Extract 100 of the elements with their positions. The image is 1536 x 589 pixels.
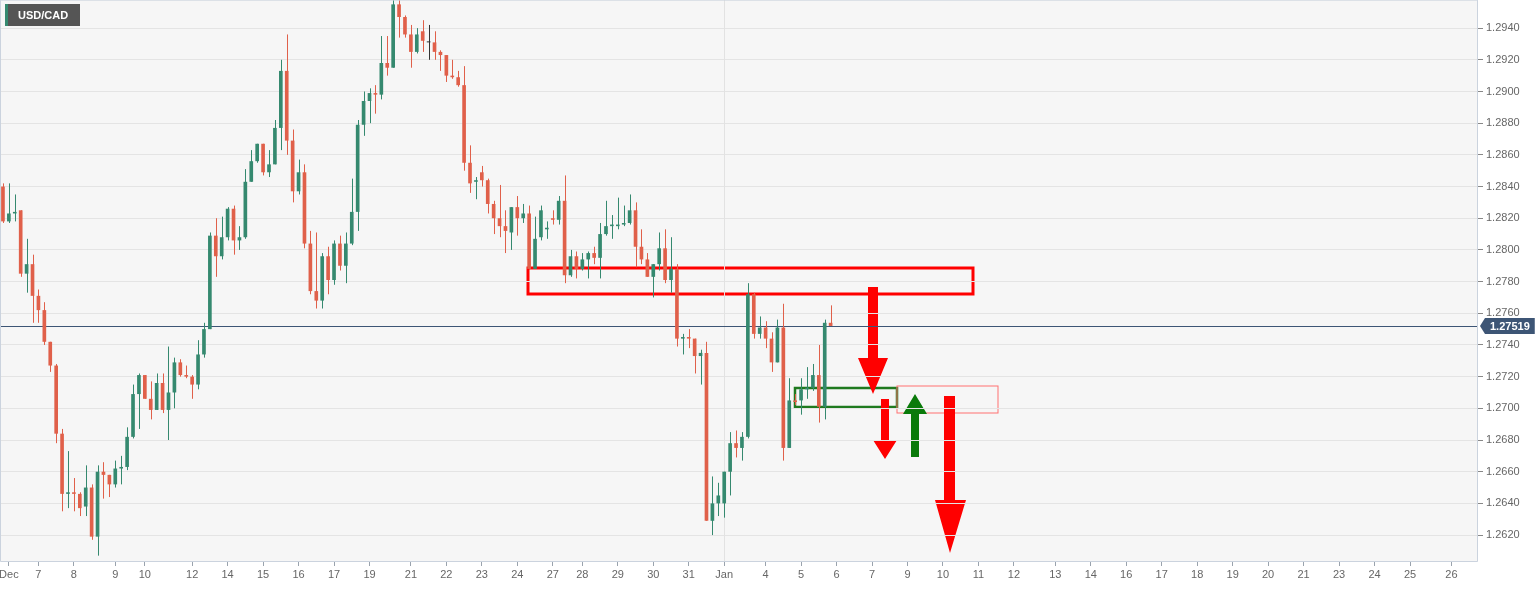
- candlestick: [586, 250, 591, 279]
- ref-line-label: 1.27519: [1490, 319, 1530, 332]
- y-tick-label: 1.2940: [1486, 21, 1520, 34]
- x-tick-label: 21: [1297, 567, 1310, 580]
- x-tick-label: 14: [221, 567, 234, 580]
- x-tick-label: 25: [1403, 567, 1417, 580]
- y-tick-label: 1.2740: [1486, 337, 1520, 350]
- y-tick-label: 1.2620: [1486, 528, 1520, 541]
- y-tick-label: 1.2820: [1486, 211, 1520, 224]
- candlestick: [385, 35, 390, 77]
- candlestick: [190, 374, 194, 400]
- candlestick: [48, 341, 53, 373]
- y-tick-label: 1.2920: [1486, 52, 1520, 65]
- candlestick: [77, 491, 82, 517]
- candlestick: [757, 315, 762, 340]
- x-tick-label: 7: [868, 567, 876, 580]
- candlestick: [468, 144, 472, 194]
- candlestick: [521, 203, 526, 224]
- candlestick: [550, 209, 555, 226]
- x-tick-label: 9: [904, 567, 911, 580]
- x-tick-label: 14: [1084, 567, 1097, 580]
- x-tick-label: 31: [682, 567, 695, 580]
- x-tick-label: 20: [1262, 567, 1275, 580]
- x-tick-label: Jan: [715, 567, 734, 580]
- candlestick: [669, 236, 673, 294]
- candlestick: [326, 246, 330, 295]
- x-tick-label: 8: [70, 567, 77, 580]
- y-tick-label: 1.2680: [1486, 433, 1520, 446]
- candlestick: [734, 430, 738, 458]
- candlestick: [681, 333, 685, 355]
- x-tick-label: 19: [363, 567, 376, 580]
- x-tick-label: 26: [1445, 567, 1458, 580]
- x-tick-label: 11: [972, 567, 985, 580]
- x-tick-label: 24: [511, 567, 524, 580]
- candlestick: [143, 374, 147, 400]
- x-tick-label: 9: [112, 567, 119, 580]
- y-tick-label: 1.2840: [1486, 179, 1520, 192]
- candlestick: [657, 231, 662, 271]
- candlestick: [480, 165, 484, 188]
- candlestick: [267, 149, 271, 178]
- x-tick-label: 21: [404, 567, 418, 580]
- x-tick-label: Dec: [0, 567, 20, 580]
- x-tick-label: 5: [798, 567, 805, 580]
- x-tick-label: 29: [611, 567, 624, 580]
- candlestick: [686, 328, 691, 349]
- candlestick: [219, 216, 224, 260]
- candlestick: [716, 482, 721, 517]
- x-tick-label: 30: [647, 567, 660, 580]
- candlestick: [249, 149, 254, 183]
- candlestick: [119, 455, 124, 485]
- y-tick-label: 1.2660: [1486, 464, 1520, 477]
- candlestick: [83, 464, 88, 517]
- candlestick: [314, 231, 319, 310]
- y-tick-label: 1.2800: [1486, 242, 1520, 255]
- x-tick-label: 7: [35, 567, 42, 580]
- candlestick: [598, 222, 602, 279]
- x-tick-label: 23: [1332, 567, 1346, 580]
- x-tick-label: 19: [1226, 567, 1239, 580]
- candlestick: [740, 431, 744, 462]
- candlestick: [148, 380, 153, 420]
- x-tick-label: 4: [762, 567, 769, 580]
- candlestick: [811, 363, 815, 392]
- y-tick-label: 1.2780: [1486, 274, 1520, 287]
- candlestick: [485, 178, 490, 214]
- x-tick-label: 16: [1120, 567, 1133, 580]
- x-tick-label: 6: [833, 567, 840, 580]
- x-tick-label: 13: [1049, 567, 1062, 580]
- x-tick-label: 16: [292, 567, 305, 580]
- candlestick: [621, 205, 626, 227]
- candlestick: [409, 24, 413, 69]
- candlestick: [338, 235, 342, 271]
- candlestick: [113, 460, 118, 489]
- candlestick: [373, 84, 378, 115]
- candlestick: [137, 372, 141, 430]
- candlestick: [799, 377, 803, 416]
- x-tick-label: 17: [327, 567, 341, 580]
- x-tick-label: 17: [1155, 567, 1168, 580]
- candlestick: [7, 182, 11, 224]
- candlestick: [604, 200, 608, 237]
- y-tick-label: 1.2760: [1486, 306, 1520, 319]
- y-tick-label: 1.2640: [1486, 496, 1520, 509]
- y-tick-label: 1.2880: [1486, 116, 1520, 129]
- candlestick: [403, 14, 407, 39]
- x-tick-label: 12: [186, 567, 199, 580]
- x-tick-label: 23: [475, 567, 488, 580]
- candlestick: [420, 19, 425, 53]
- candlestick: [72, 477, 76, 512]
- x-tick-label: 22: [440, 567, 453, 580]
- candlestick: [556, 195, 561, 226]
- x-tick-label: 18: [1191, 567, 1204, 580]
- x-tick-label: 12: [1007, 567, 1021, 580]
- x-tick-label: 27: [546, 567, 559, 580]
- candlestick: [397, 0, 401, 39]
- x-tick-label: 10: [138, 567, 151, 580]
- x-tick-label: 15: [256, 567, 270, 580]
- y-tick-label: 1.2900: [1486, 84, 1520, 97]
- candlestick: [414, 27, 419, 54]
- y-tick-label: 1.2860: [1486, 147, 1520, 160]
- y-tick-label: 1.2700: [1486, 401, 1520, 414]
- candlestick: [66, 450, 70, 509]
